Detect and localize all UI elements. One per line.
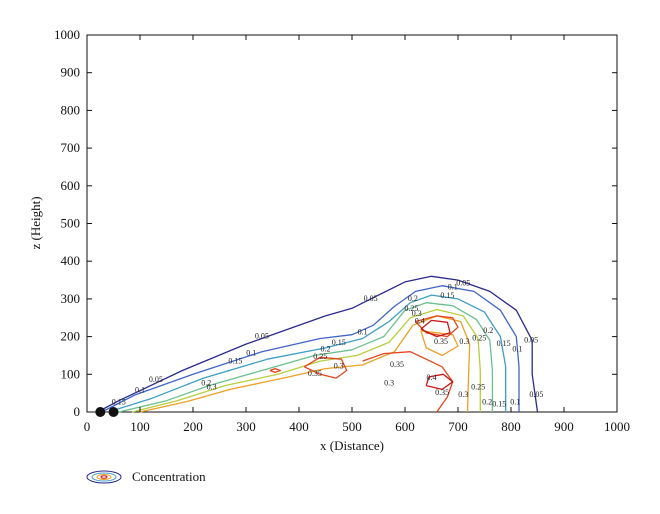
contour-line-0_35-0	[303, 356, 348, 379]
contour-label-0_4-0: 0.4	[415, 316, 425, 325]
contour-line-0_35-1	[362, 351, 454, 413]
y-tick-label-400: 400	[61, 253, 81, 268]
contour-label-0_3-1: 0.3	[334, 362, 344, 371]
contour-label-0_1-4: 0.1	[512, 345, 522, 354]
y-tick-label-600: 600	[61, 178, 81, 193]
legend-contour-icon	[86, 470, 122, 484]
x-tick-label-100: 100	[130, 419, 150, 434]
y-tick-label-800: 800	[61, 102, 81, 117]
contour-label-0_15-2: 0.15	[332, 338, 346, 347]
contour-label-0_3-5: 0.3	[384, 379, 394, 388]
x-tick-label-800: 800	[501, 419, 521, 434]
contour-label-0_4-1: 0.4	[427, 373, 437, 382]
y-axis-title: z (Height)	[28, 196, 43, 249]
contour-line-0_4-1	[425, 373, 454, 391]
y-tick-label-700: 700	[61, 140, 81, 155]
contour-line-0_25-0	[131, 308, 481, 413]
contour-label-0_1-1: 0.1	[246, 348, 256, 357]
contour-label-0_05-2: 0.05	[364, 294, 378, 303]
contour-label-0_15-4: 0.15	[497, 339, 511, 348]
contour-label-0_1-3: 0.1	[448, 283, 458, 292]
contour-label-0_05-5: 0.05	[529, 390, 543, 399]
contour-label-0_25-2: 0.25	[472, 333, 486, 342]
contour-label-0_15-5: 0.15	[492, 399, 506, 408]
contour-label-0_15-3: 0.15	[440, 291, 454, 300]
contour-label-0_25-0: 0.25	[313, 352, 327, 361]
contour-label-0_35-0: 0.35	[308, 369, 322, 378]
y-axis: 0 100 200 300 400 500 600 700 800 900 1000	[54, 27, 617, 419]
y-tick-label-1000: 1000	[54, 27, 80, 42]
contour-line-0_1-0	[101, 285, 520, 413]
contour-line-0_05-0	[97, 275, 539, 413]
contour-line-0_35-2	[269, 367, 282, 374]
x-axis-title: x (Distance)	[320, 438, 384, 453]
contour-label-0_3-3: 0.3	[459, 337, 469, 346]
contour-label-0_05-4: 0.05	[524, 335, 538, 344]
y-tick-label-900: 900	[61, 65, 81, 80]
x-tick-label-200: 200	[183, 419, 203, 434]
contour-label-0_1-0: 0.1	[135, 385, 145, 394]
x-tick-label-300: 300	[236, 419, 256, 434]
x-tick-label-400: 400	[289, 419, 309, 434]
x-tick-label-0: 0	[84, 419, 91, 434]
source-marker-0	[95, 407, 106, 417]
contour-label-0_15-0: 0.15	[112, 398, 126, 407]
contour-label-0_25-1: 0.25	[404, 304, 418, 313]
y-tick-label-200: 200	[61, 329, 81, 344]
contour-label-0_05-3: 0.05	[456, 279, 470, 288]
contour-line-0_4-0	[420, 319, 451, 338]
legend-label: Concentration	[132, 469, 206, 484]
contour-label-0_1-2: 0.1	[358, 328, 368, 337]
legend: Concentration	[86, 469, 206, 484]
y-tick-label-100: 100	[61, 366, 81, 381]
contour-labels: 0.050.050.050.050.050.050.10.10.10.10.10…	[112, 279, 544, 409]
x-tick-label-1000: 1000	[604, 419, 630, 434]
contour-line-0_2-0	[118, 302, 494, 413]
contour-label-0_2-2: 0.2	[408, 294, 418, 303]
contour-label-0_15-1: 0.15	[228, 357, 242, 366]
contour-label-0_35-3: 0.35	[434, 337, 448, 346]
x-axis: 0 100 200 300 400 500 600 700 800 900 1000	[84, 35, 630, 434]
contour-label-0_35-2: 0.35	[435, 388, 449, 397]
y-tick-label-0: 0	[74, 404, 81, 419]
x-tick-label-500: 500	[342, 419, 362, 434]
source-marker-1	[108, 407, 119, 417]
contour-line-0_15-0	[108, 294, 507, 413]
contour-label-0_3-4: 0.3	[458, 390, 468, 399]
plot-area	[86, 34, 618, 413]
y-tick-label-500: 500	[61, 216, 81, 231]
contour-label-0_2-3: 0.2	[483, 326, 493, 335]
x-tick-label-600: 600	[395, 419, 415, 434]
contour-label-0_1-5: 0.1	[510, 398, 520, 407]
contour-label-0_3-2: 0.3	[412, 309, 422, 318]
contour-line-0_3-0	[139, 315, 471, 413]
contour-label-0_2-0: 0.2	[201, 379, 211, 388]
x-tick-label-700: 700	[448, 419, 468, 434]
contour-line-0_35-3	[415, 315, 459, 338]
x-tick-label-900: 900	[554, 419, 574, 434]
y-tick-label-300: 300	[61, 291, 81, 306]
contour-label-0_25-3: 0.25	[471, 382, 485, 391]
contour-lines	[97, 275, 539, 413]
contour-label-0_05-1: 0.05	[255, 332, 269, 341]
contour-label-0_2-4: 0.2	[482, 398, 492, 407]
contour-label-0_35-1: 0.35	[390, 360, 404, 369]
source-markers	[95, 407, 119, 417]
contour-label-0_3-0: 0.3	[207, 382, 217, 391]
contour-label-0_05-0: 0.05	[149, 375, 163, 384]
contour-label-0_2-1: 0.2	[321, 345, 331, 354]
